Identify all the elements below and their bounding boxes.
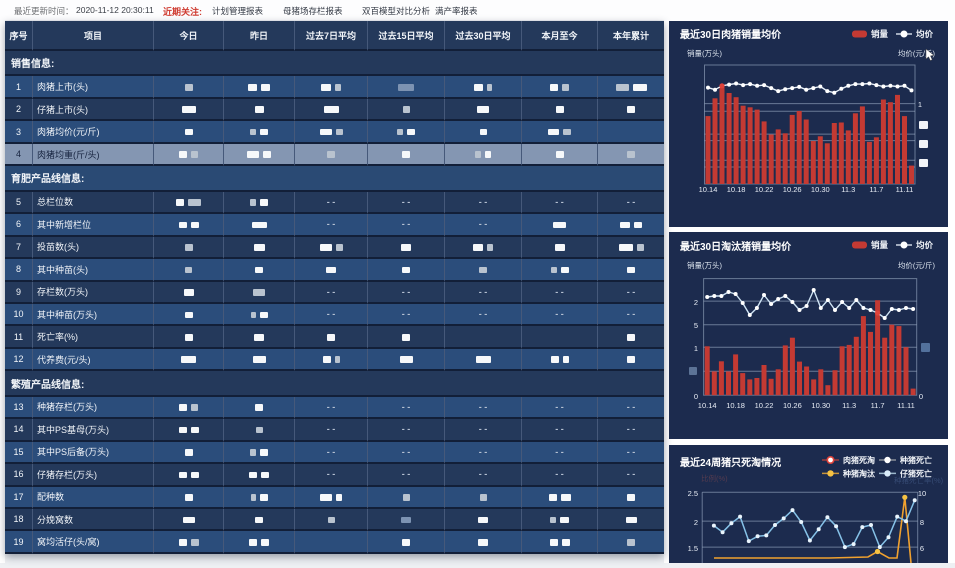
svg-text:11.11: 11.11 <box>896 185 914 194</box>
svg-text:5: 5 <box>694 321 698 330</box>
svg-text:8: 8 <box>920 518 924 527</box>
svg-text:2: 2 <box>694 518 698 527</box>
svg-text:11.7: 11.7 <box>871 401 885 410</box>
svg-text:6: 6 <box>920 544 924 553</box>
svg-text:均价(元/斤): 均价(元/斤) <box>898 260 936 270</box>
svg-text:销量(万头): 销量(万头) <box>687 260 722 270</box>
svg-text:11.3: 11.3 <box>842 401 856 410</box>
svg-text:10.22: 10.22 <box>755 401 774 410</box>
svg-text:10: 10 <box>918 489 926 498</box>
svg-text:10.30: 10.30 <box>811 401 830 410</box>
svg-text:肉猪死淘: 肉猪死淘 <box>843 455 875 465</box>
svg-text:11.7: 11.7 <box>869 185 883 194</box>
svg-text:10.14: 10.14 <box>698 401 717 410</box>
svg-text:0: 0 <box>919 392 923 401</box>
svg-text:10.26: 10.26 <box>783 401 802 410</box>
svg-text:1: 1 <box>918 100 922 109</box>
svg-text:均价(元/斤): 均价(元/斤) <box>898 48 936 58</box>
svg-text:0: 0 <box>694 392 698 401</box>
svg-text:均价: 均价 <box>916 29 934 39</box>
svg-text:种猪死亡率(%): 种猪死亡率(%) <box>894 475 944 485</box>
svg-text:销量: 销量 <box>871 29 889 39</box>
svg-text:2: 2 <box>694 298 698 307</box>
svg-text:1.5: 1.5 <box>688 544 698 553</box>
svg-text:比例(%): 比例(%) <box>701 473 728 483</box>
svg-text:1: 1 <box>694 344 698 353</box>
svg-text:10.18: 10.18 <box>726 401 745 410</box>
svg-text:11.3: 11.3 <box>841 185 855 194</box>
svg-text:仔猪死亡: 仔猪死亡 <box>900 468 932 478</box>
svg-text:10.22: 10.22 <box>755 185 774 194</box>
svg-text:10.18: 10.18 <box>727 185 746 194</box>
svg-text:最近24周猪只死淘情况: 最近24周猪只死淘情况 <box>680 456 781 469</box>
svg-text:种猪淘汰: 种猪淘汰 <box>842 468 876 478</box>
svg-text:销量(万头): 销量(万头) <box>687 48 722 58</box>
svg-text:销量: 销量 <box>871 240 889 250</box>
svg-text:11.11: 11.11 <box>897 401 915 410</box>
svg-text:10.26: 10.26 <box>783 185 802 194</box>
svg-text:最近30日淘汰猪销量均价: 最近30日淘汰猪销量均价 <box>680 240 792 253</box>
svg-text:10.14: 10.14 <box>699 185 718 194</box>
svg-text:均价: 均价 <box>916 240 934 250</box>
svg-text:种猪死亡: 种猪死亡 <box>899 455 932 465</box>
svg-text:10.30: 10.30 <box>811 185 830 194</box>
svg-text:2.5: 2.5 <box>688 489 698 498</box>
svg-text:最近30日肉猪销量均价: 最近30日肉猪销量均价 <box>680 28 782 41</box>
